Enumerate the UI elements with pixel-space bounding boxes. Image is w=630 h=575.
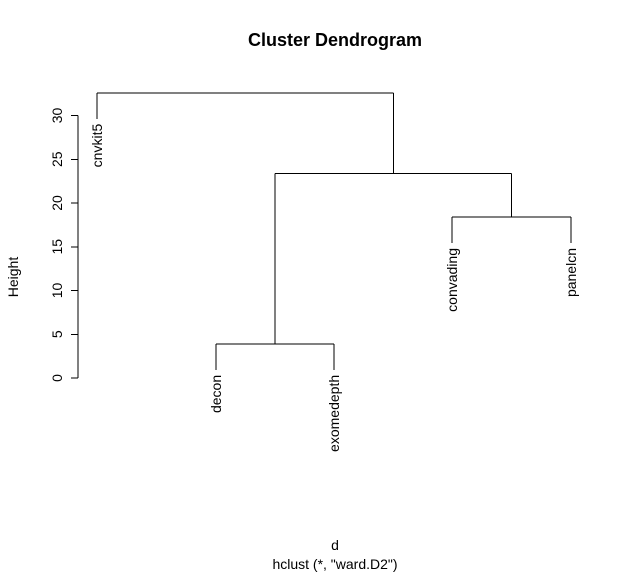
leaf-label-exomedepth: exomedepth [326,375,342,452]
y-tick-label: 0 [49,374,65,382]
y-tick-label: 10 [49,283,65,299]
leaf-label-cnvkit5: cnvkit5 [89,124,105,168]
leaf-label-panelcn: panelcn [563,248,579,297]
leaf-label-decon: decon [208,375,224,413]
y-tick-label: 30 [49,108,65,124]
y-axis: 0 5 10 15 20 25 30 [49,108,79,382]
leaf-labels: cnvkit5 decon exomedepth convading panelcn [89,124,579,452]
x-axis-label: d [331,537,339,553]
leaf-label-convading: convading [444,248,460,312]
y-tick-label: 25 [49,151,65,167]
y-tick-label: 15 [49,239,65,255]
y-axis-label: Height [5,257,21,298]
y-tick-label: 5 [49,330,65,338]
y-tick-label: 20 [49,195,65,211]
method-sublabel: hclust (*, "ward.D2") [272,556,397,572]
chart-title: Cluster Dendrogram [248,30,422,50]
dendrogram-tree [96,92,572,370]
